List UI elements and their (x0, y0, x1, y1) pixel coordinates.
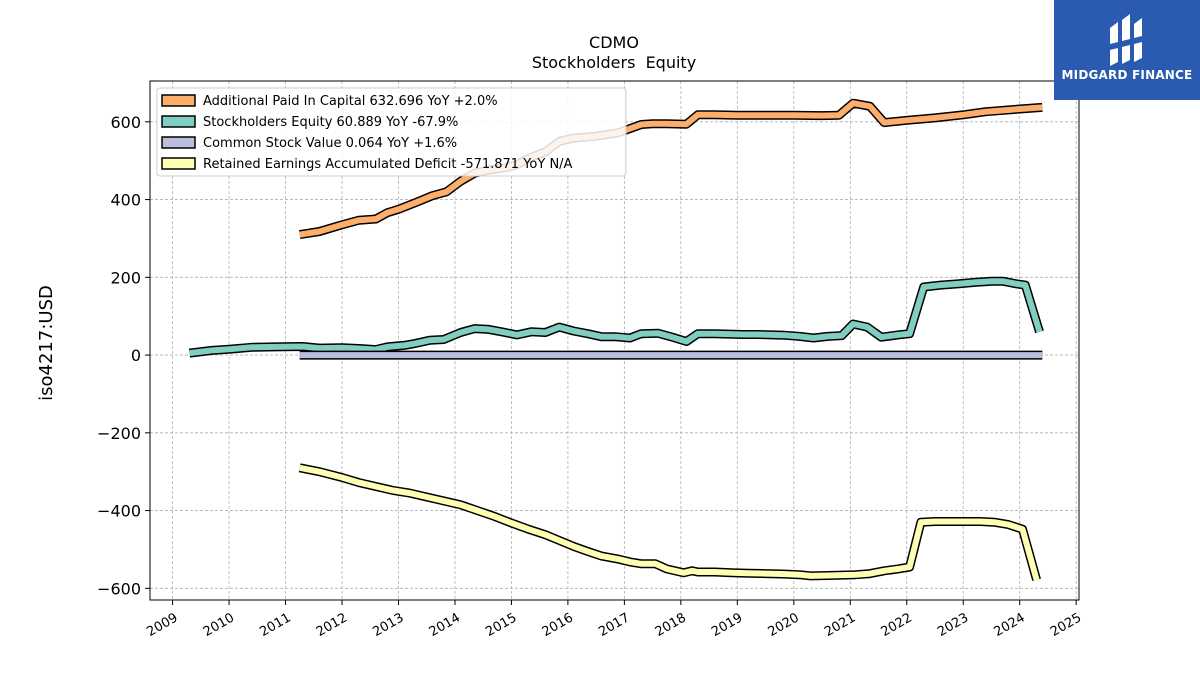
legend-entry: Additional Paid In Capital 632.696 YoY +… (203, 94, 498, 109)
legend-entry: Retained Earnings Accumulated Deficit -5… (203, 157, 573, 172)
chart-subtitle: Stockholders Equity (532, 53, 696, 72)
logo-text: MIDGARD FINANCE (1061, 68, 1193, 82)
x-tick-label: 2021 (822, 610, 858, 640)
x-tick-label: 2009 (144, 610, 180, 640)
legend-box (156, 87, 627, 177)
x-tick-label: 2025 (1048, 610, 1084, 640)
x-tick-label: 2019 (709, 610, 745, 640)
y-tick-label: −400 (97, 502, 141, 521)
y-tick-label: −600 (97, 579, 141, 598)
x-tick-label: 2014 (427, 610, 463, 640)
retained-earnings-accumulated-deficit-line (299, 464, 1040, 581)
x-tick-label: 2016 (540, 610, 576, 640)
axis-ticks: 2009 2010 2011 2012 2013 2014 2015 2016 2017 2018… (97, 113, 1084, 640)
x-tick-label: 2024 (992, 610, 1028, 640)
x-tick-label: 2017 (596, 610, 632, 640)
midgard-logo-icon (1110, 14, 1142, 66)
y-axis-label: iso4217:USD (36, 285, 57, 401)
y-tick-label: 200 (110, 268, 141, 287)
x-tick-label: 2013 (370, 610, 406, 640)
stockholders-equity-line (189, 278, 1043, 357)
midgard-finance-logo: MIDGARD FINANCE (1054, 0, 1200, 100)
legend: Additional Paid In Capital 632.696 YoY +… (156, 87, 627, 177)
y-tick-label: 600 (110, 113, 141, 132)
legend-entry: Common Stock Value 0.064 YoY +1.6% (203, 136, 457, 151)
y-tick-label: −200 (97, 424, 141, 443)
x-tick-label: 2010 (201, 610, 237, 640)
legend-swatch (161, 157, 196, 170)
x-tick-label: 2018 (653, 610, 689, 640)
x-tick-label: 2012 (314, 610, 350, 640)
x-tick-label: 2022 (879, 610, 915, 640)
x-tick-label: 2023 (935, 610, 971, 640)
legend-swatch (161, 94, 196, 107)
legend-entry: Stockholders Equity 60.889 YoY -67.9% (203, 115, 458, 130)
x-tick-label: 2020 (766, 610, 802, 640)
y-tick-label: 0 (131, 346, 141, 365)
x-tick-label: 2011 (257, 610, 293, 640)
chart-title: CDMO (589, 33, 639, 52)
legend-swatch (161, 136, 196, 149)
legend-swatch (161, 115, 196, 128)
x-tick-label: 2015 (483, 610, 519, 640)
y-tick-label: 400 (110, 191, 141, 210)
plot-frame (149, 80, 1080, 601)
